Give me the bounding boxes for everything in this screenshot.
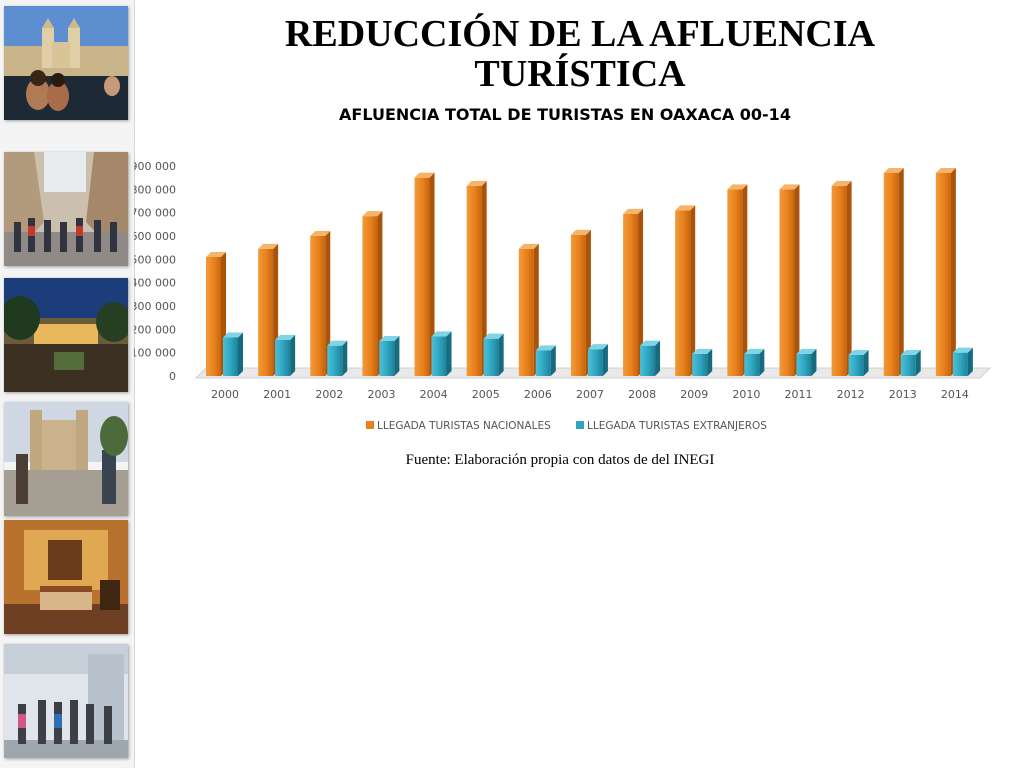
bar-nacionales-2002	[310, 231, 331, 376]
bar-nacionales-2006	[518, 243, 539, 376]
x-tick-label: 2011	[785, 388, 813, 401]
x-tick-label: 2012	[837, 388, 865, 401]
bar-nacionales-2007	[570, 229, 591, 376]
bar-nacionales-2010	[727, 184, 748, 376]
bar-extranjeros-2012	[848, 350, 869, 376]
legend-swatch	[576, 421, 584, 429]
bar-extranjeros-2003	[379, 336, 400, 376]
bar-nacionales-2008	[623, 208, 644, 376]
bar-extranjeros-2005	[483, 333, 504, 376]
chart-title: AFLUENCIA TOTAL DE TURISTAS EN OAXACA 00…	[339, 105, 791, 124]
photo-hotel-room	[4, 520, 128, 634]
x-tick-label: 2003	[367, 388, 395, 401]
photo-cathedral-pool	[4, 6, 128, 120]
bar-extranjeros-2011	[796, 348, 817, 376]
bar-extranjeros-2007	[587, 344, 608, 376]
bar-extranjeros-2008	[640, 340, 661, 376]
bar-nacionales-2012	[831, 180, 852, 376]
bar-extranjeros-2006	[535, 345, 556, 376]
y-tick-label: 500 000	[134, 253, 176, 266]
bar-extranjeros-2004	[431, 331, 452, 376]
bar-nacionales-2013	[883, 168, 904, 376]
bar-extranjeros-2000	[223, 332, 243, 376]
bar-extranjeros-2002	[327, 340, 348, 376]
bar-nacionales-2003	[362, 211, 383, 376]
slide-title-line1: REDUCCIÓN DE LA AFLUENCIA	[284, 13, 876, 55]
photo-church-tourists	[4, 402, 128, 516]
photo-airport-travelers	[4, 644, 128, 758]
legend-label: LLEGADA TURISTAS EXTRANJEROS	[587, 420, 767, 432]
bar-extranjeros-2014	[952, 347, 973, 376]
x-tick-label: 2001	[263, 388, 291, 401]
y-tick-label: 800 000	[134, 183, 176, 196]
x-tick-label: 2009	[680, 388, 708, 401]
y-tick-label: 900 000	[134, 160, 176, 173]
slide-title: REDUCCIÓN DE LA AFLUENCIA TURÍSTICA	[230, 14, 930, 94]
x-tick-label: 2002	[315, 388, 343, 401]
y-tick-label: 100 000	[134, 347, 176, 360]
legend-label: LLEGADA TURISTAS NACIONALES	[377, 420, 551, 432]
y-tick-label: 0	[169, 370, 176, 383]
y-tick-label: 300 000	[134, 300, 176, 313]
x-tick-label: 2000	[211, 388, 239, 401]
photo-street-crowd	[4, 152, 128, 266]
slide-title-line2: TURÍSTICA	[474, 53, 686, 95]
bar-nacionales-2005	[466, 180, 487, 376]
bar-extranjeros-2010	[744, 348, 765, 376]
x-tick-label: 2008	[628, 388, 656, 401]
y-tick-label: 600 000	[134, 230, 176, 243]
x-tick-label: 2010	[732, 388, 760, 401]
x-tick-label: 2014	[941, 388, 969, 401]
chart: 0 100 000 200 000 300 000 400 000 500 000 600 …	[134, 160, 992, 432]
y-tick-label: 700 000	[134, 207, 176, 220]
source-note: Fuente: Elaboración propia con datos de …	[405, 452, 715, 468]
bar-extranjeros-2001	[275, 334, 296, 376]
x-tick-label: 2004	[420, 388, 448, 401]
bar-extranjeros-2013	[900, 350, 921, 376]
legend-swatch	[366, 421, 374, 429]
x-tick-label: 2006	[524, 388, 552, 401]
bar-nacionales-2009	[675, 205, 696, 376]
bar-nacionales-2011	[779, 184, 800, 376]
photo-night-courtyard	[4, 278, 128, 392]
bar-nacionales-2014	[935, 168, 956, 376]
x-tick-label: 2013	[889, 388, 917, 401]
bar-extranjeros-2009	[692, 348, 713, 376]
x-tick-label: 2007	[576, 388, 604, 401]
x-tick-label: 2005	[472, 388, 500, 401]
y-tick-label: 200 000	[134, 323, 176, 336]
y-tick-label: 400 000	[134, 277, 176, 290]
bar-nacionales-2004	[414, 172, 435, 376]
photo-strip	[0, 0, 135, 768]
